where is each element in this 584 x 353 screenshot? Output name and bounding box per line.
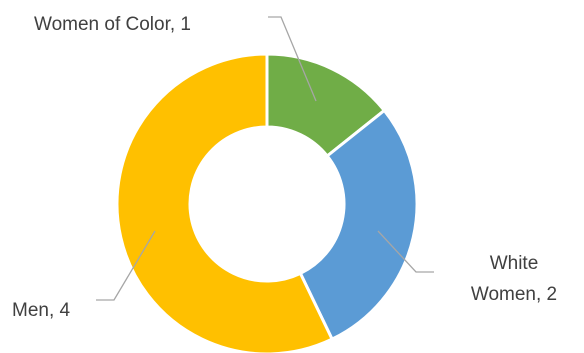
slice-men [115, 52, 334, 353]
slices-group [115, 52, 419, 353]
leader-line-women-of-color [268, 16, 317, 102]
data-labels-group: Women of Color, 1 White Women, 2 Men, 4 [12, 14, 557, 321]
data-label-white-women-line-1: White [490, 253, 539, 274]
leader-line-white-women [377, 230, 434, 273]
slice-white-women [298, 108, 419, 341]
data-label-white-women-line-2: Women, 2 [471, 284, 557, 305]
leader-lines-group [96, 16, 434, 301]
data-label-men: Men, 4 [12, 300, 71, 321]
leader-line-men [96, 230, 156, 301]
data-label-women-of-color: Women of Color, 1 [34, 14, 191, 35]
